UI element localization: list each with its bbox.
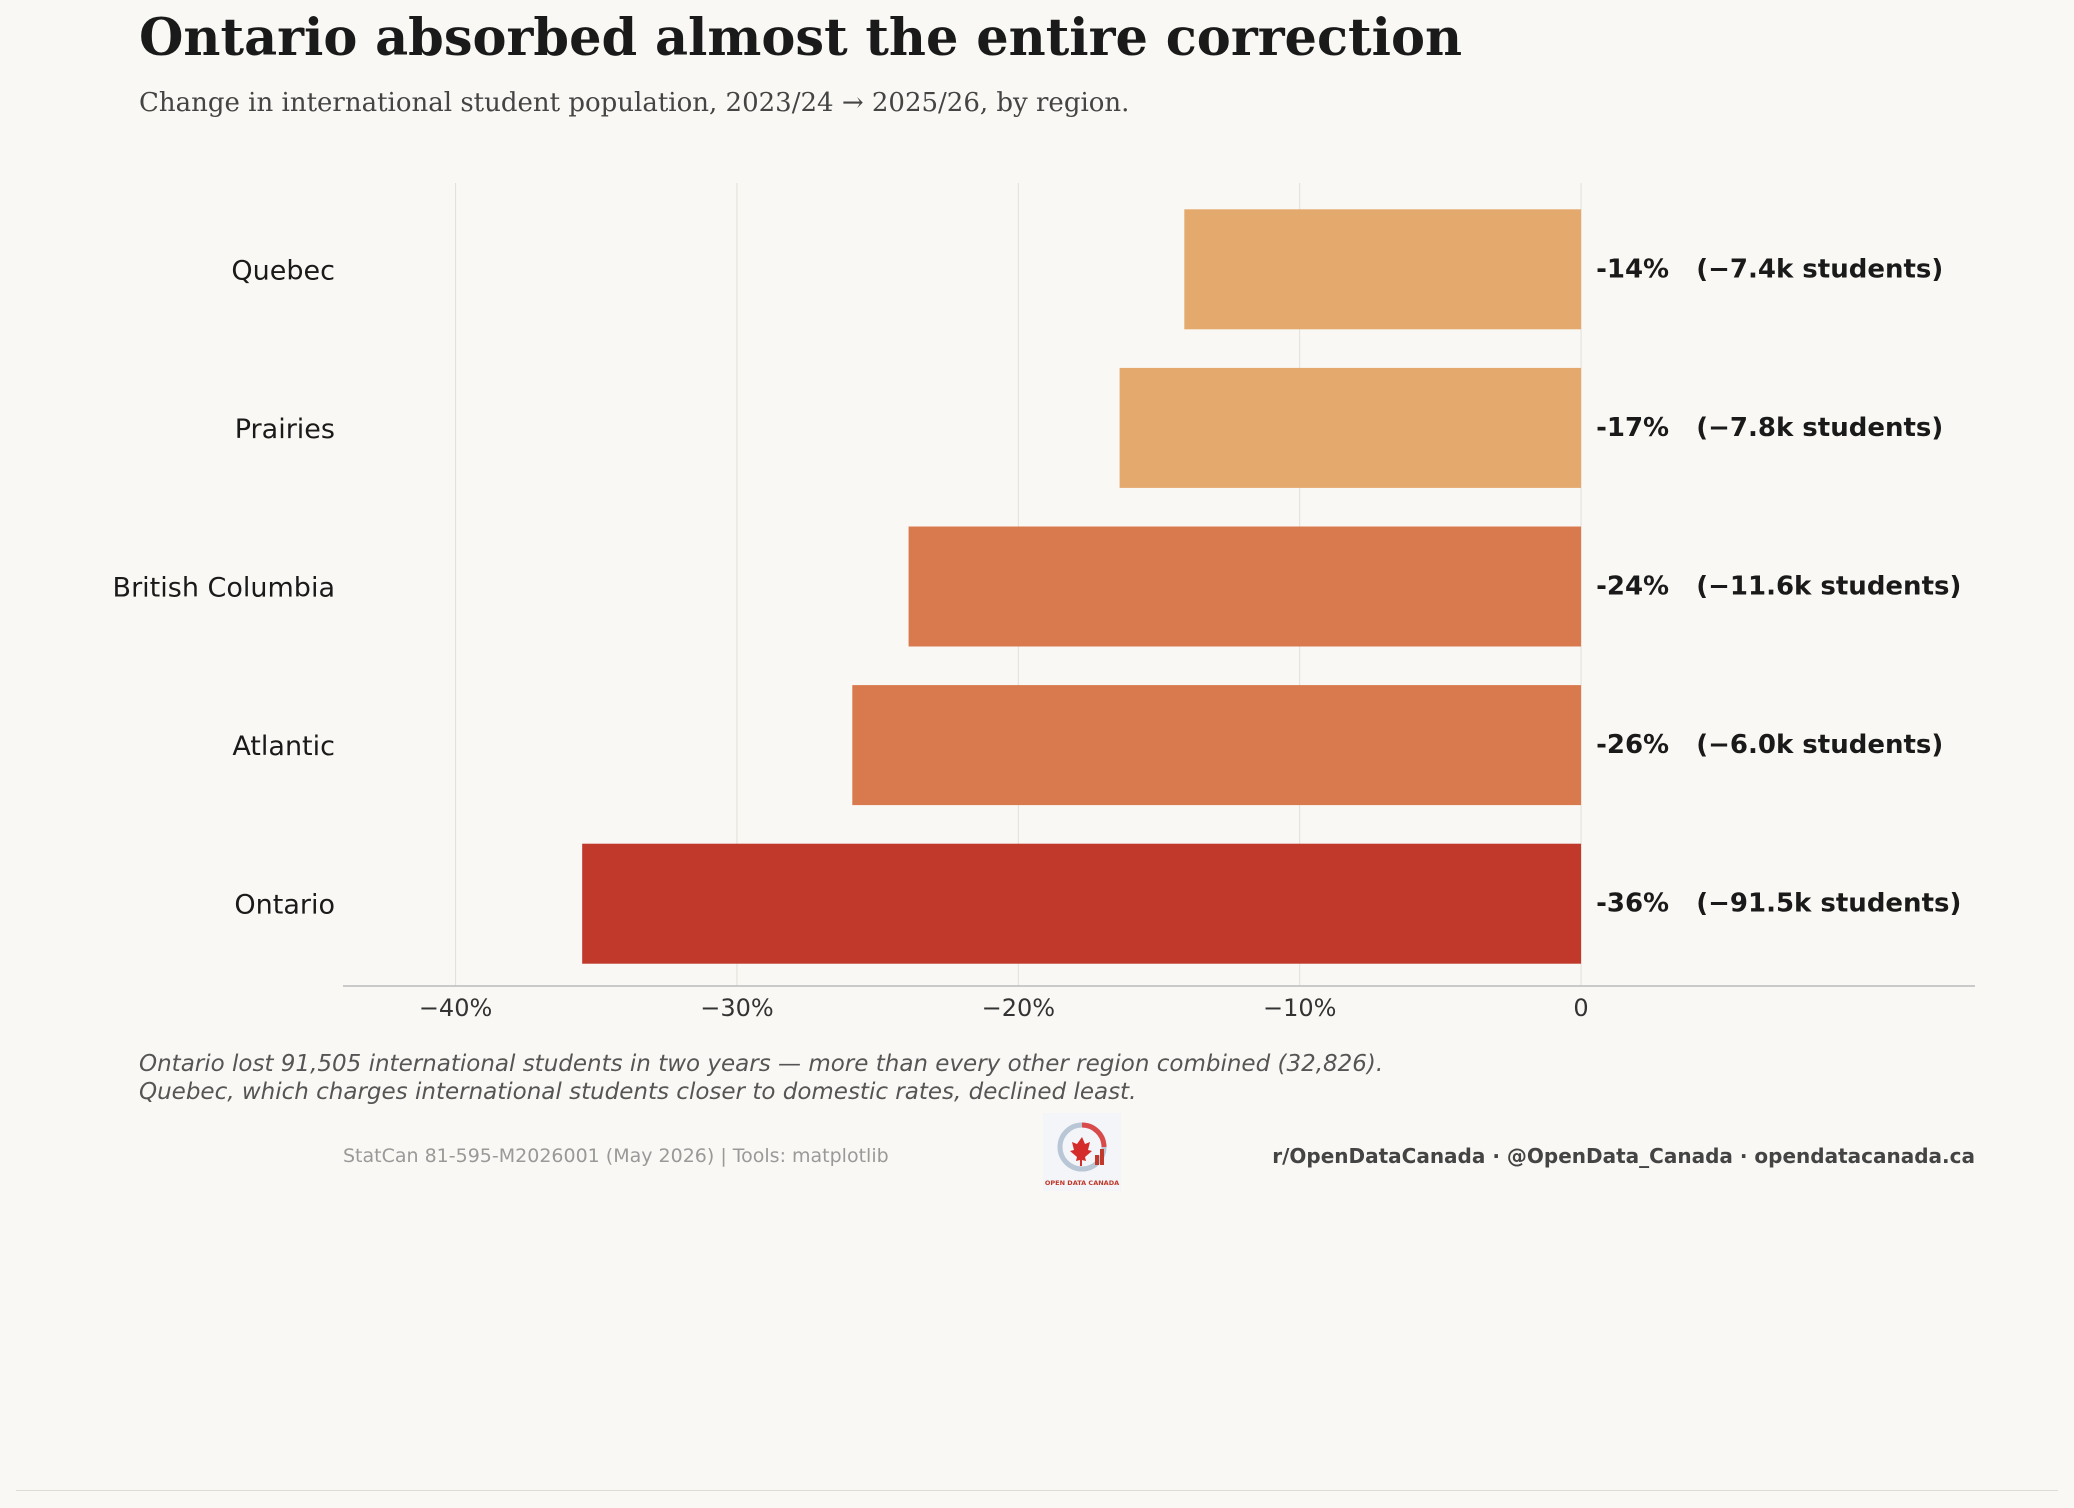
category-label: British Columbia: [113, 573, 335, 604]
footnote-line-2: Quebec, which charges international stud…: [139, 1079, 1137, 1105]
bar-atlantic: [852, 685, 1582, 806]
bottom-divider: [16, 1490, 2058, 1491]
bar-chart: −40% −30% −20% −10% 0 Quebec -14% (−7.4k stud…: [113, 183, 1975, 1022]
x-tick-label: −40%: [419, 994, 492, 1022]
category-label: Quebec: [231, 255, 335, 286]
x-axis: −40% −30% −20% −10% 0: [343, 985, 1975, 1022]
footnote: Ontario lost 91,505 international studen…: [139, 1050, 1383, 1106]
footnote-line-1: Ontario lost 91,505 international studen…: [139, 1051, 1384, 1077]
data-label: -17% (−7.8k students): [1596, 413, 1943, 443]
bars: [582, 209, 1582, 964]
x-tick-label: −10%: [1263, 994, 1336, 1022]
social-handles: r/OpenDataCanada · @OpenData_Canada · op…: [1272, 1144, 1975, 1168]
maple-leaf-icon: [1070, 1137, 1092, 1166]
x-tick-label: −20%: [982, 994, 1055, 1022]
x-tick-label: 0: [1573, 994, 1588, 1022]
bar-ontario: [582, 843, 1582, 964]
labels: Quebec -14% (−7.4k students) Prairies -17% …: [113, 254, 1962, 920]
source-credit: StatCan 81-595-M2026001 (May 2026) | Too…: [343, 1145, 889, 1167]
bar-british-columbia: [908, 526, 1582, 647]
data-label: -24% (−11.6k students): [1596, 572, 1961, 602]
bar-quebec: [1184, 209, 1582, 330]
data-label: -36% (−91.5k students): [1596, 889, 1961, 919]
category-label: Prairies: [235, 414, 335, 445]
chart-title: Ontario absorbed almost the entire corre…: [139, 8, 1463, 68]
category-label: Atlantic: [232, 731, 335, 762]
x-tick-label: −30%: [700, 994, 773, 1022]
data-label: -14% (−7.4k students): [1596, 254, 1943, 284]
logo-text: OPEN DATA CANADA: [1045, 1179, 1119, 1187]
open-data-canada-logo: OPEN DATA CANADA: [1043, 1113, 1121, 1191]
chart-subtitle: Change in international student populati…: [139, 88, 1130, 118]
data-label: -26% (−6.0k students): [1596, 730, 1943, 760]
category-label: Ontario: [234, 890, 335, 921]
bar-prairies: [1119, 367, 1582, 488]
